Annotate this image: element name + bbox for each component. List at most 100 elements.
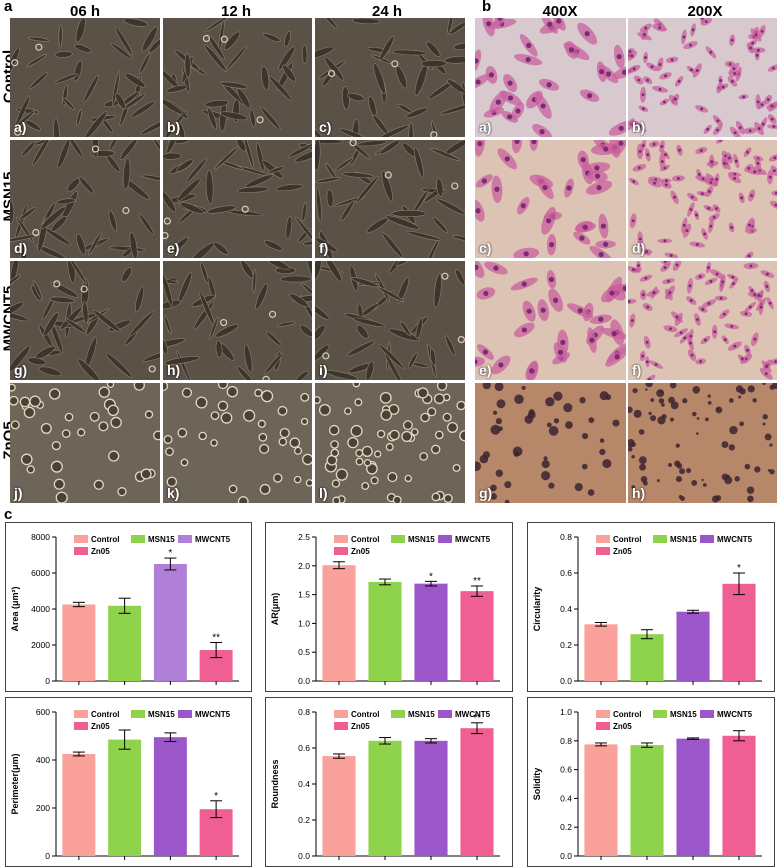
stained-micrograph-image [628, 18, 777, 137]
y-tick-label: 2000 [31, 640, 50, 650]
tile-label: h) [167, 362, 181, 378]
significance-marker: ** [212, 632, 220, 643]
bar-control [322, 565, 356, 681]
y-tick-label: 8000 [31, 532, 50, 542]
bar-control [62, 754, 96, 856]
legend-swatch [334, 547, 348, 555]
tile-label: c) [479, 240, 492, 256]
legend-swatch [653, 535, 667, 543]
error-bar [641, 742, 653, 748]
significance-marker: * [214, 791, 218, 802]
y-tick-label: 0.6 [298, 743, 310, 753]
col-header-06h: 06 h [69, 3, 100, 20]
col-header-200x: 200X [687, 3, 723, 20]
tile-label: a) [479, 119, 492, 135]
significance-marker: * [737, 563, 741, 574]
legend-label: MWCNT5 [455, 710, 491, 719]
y-tick-label: 0.5 [298, 647, 310, 657]
micrograph-tile: b) [163, 18, 312, 137]
stained-micrograph-image [475, 383, 626, 503]
micrograph-tile: j) [10, 383, 160, 503]
legend-label: Control [351, 710, 379, 719]
stained-micrograph-image [475, 261, 626, 380]
bar-msn15 [368, 740, 402, 856]
legend-label: Control [351, 535, 379, 544]
legend-label: Control [91, 535, 119, 544]
legend-swatch [596, 547, 610, 555]
legend-swatch [596, 722, 610, 730]
y-tick-label: 600 [36, 707, 50, 717]
legend-label: MSN15 [148, 535, 175, 544]
legend-label: Control [91, 710, 119, 719]
bar-control [584, 624, 618, 681]
tile-label: j) [14, 485, 23, 501]
tile-label: d) [632, 240, 646, 256]
bar-zn05 [722, 735, 756, 856]
bar-msn15 [108, 605, 142, 681]
y-tick-label: 200 [36, 803, 50, 813]
error-bar [471, 585, 483, 597]
tile-label: g) [14, 362, 28, 378]
micrograph-image [10, 261, 160, 380]
y-tick-label: 1.5 [298, 590, 310, 600]
tile-label: b) [167, 119, 181, 135]
micrograph-tile: i) [315, 261, 465, 380]
bar-chart-svg: 0.0 0.2 0.4 0.6 0.8 Circularity * Control MSN15 M… [532, 532, 762, 686]
tile-label: i) [319, 362, 328, 378]
legend-swatch [74, 710, 88, 718]
tile-label: b) [632, 119, 646, 135]
bar-mwcnt5 [676, 611, 710, 681]
stained-micrograph-tile: g) [475, 383, 626, 503]
y-axis-label: Perimeter(μm) [10, 753, 20, 814]
legend-swatch [438, 710, 452, 718]
y-tick-label: 0.8 [298, 707, 310, 717]
legend-swatch [334, 710, 348, 718]
error-bar [425, 580, 437, 587]
significance-marker: * [429, 571, 433, 582]
y-tick-label: 0.6 [560, 568, 572, 578]
y-tick-label: 1.0 [298, 618, 310, 628]
error-bar [72, 601, 85, 608]
y-tick-label: 0.4 [560, 793, 572, 803]
stained-micrograph-image [628, 140, 777, 258]
error-bar [210, 641, 223, 659]
y-tick-label: 0.8 [560, 532, 572, 542]
y-tick-label: 0.2 [560, 822, 572, 832]
micrograph-image [10, 383, 160, 503]
error-bar [210, 800, 223, 819]
y-tick-label: 0.0 [298, 676, 310, 686]
stained-micrograph-image [628, 261, 777, 380]
stained-micrograph-tile: c) [475, 140, 626, 258]
legend-swatch [391, 710, 405, 718]
tile-label: k) [167, 485, 180, 501]
stained-micrograph-image [475, 18, 626, 137]
y-tick-label: 0.8 [560, 736, 572, 746]
error-bar [595, 622, 607, 627]
legend-label: MSN15 [148, 710, 175, 719]
y-tick-label: 1.0 [560, 707, 572, 717]
tile-label: a) [14, 119, 27, 135]
error-bar [687, 609, 699, 614]
bar-mwcnt5 [153, 564, 187, 681]
tile-label: f) [319, 240, 329, 256]
tile-label: f) [632, 362, 642, 378]
bar-mwcnt5 [414, 740, 448, 856]
bar-chart: 0.0 0.2 0.4 0.6 0.8 1.0 Solidity Control MSN15 MW… [527, 697, 775, 867]
y-axis-label: Circularity [532, 587, 542, 632]
legend-swatch [178, 710, 192, 718]
legend-swatch [74, 722, 88, 730]
legend-label: MSN15 [408, 535, 435, 544]
y-tick-label: 0 [45, 851, 50, 861]
stained-micrograph-tile: e) [475, 261, 626, 380]
legend-swatch [178, 535, 192, 543]
legend-swatch [334, 722, 348, 730]
y-axis-label: Roundness [270, 759, 280, 808]
y-tick-label: 0.4 [560, 604, 572, 614]
panel-a-label: a [4, 0, 13, 15]
legend-swatch [74, 547, 88, 555]
bar-zn05 [460, 728, 494, 856]
error-bar [733, 730, 745, 742]
legend-label: MWCNT5 [195, 535, 231, 544]
bar-chart-svg: 0.0 0.2 0.4 0.6 0.8 1.0 Solidity Control MSN15 MW… [532, 707, 762, 861]
